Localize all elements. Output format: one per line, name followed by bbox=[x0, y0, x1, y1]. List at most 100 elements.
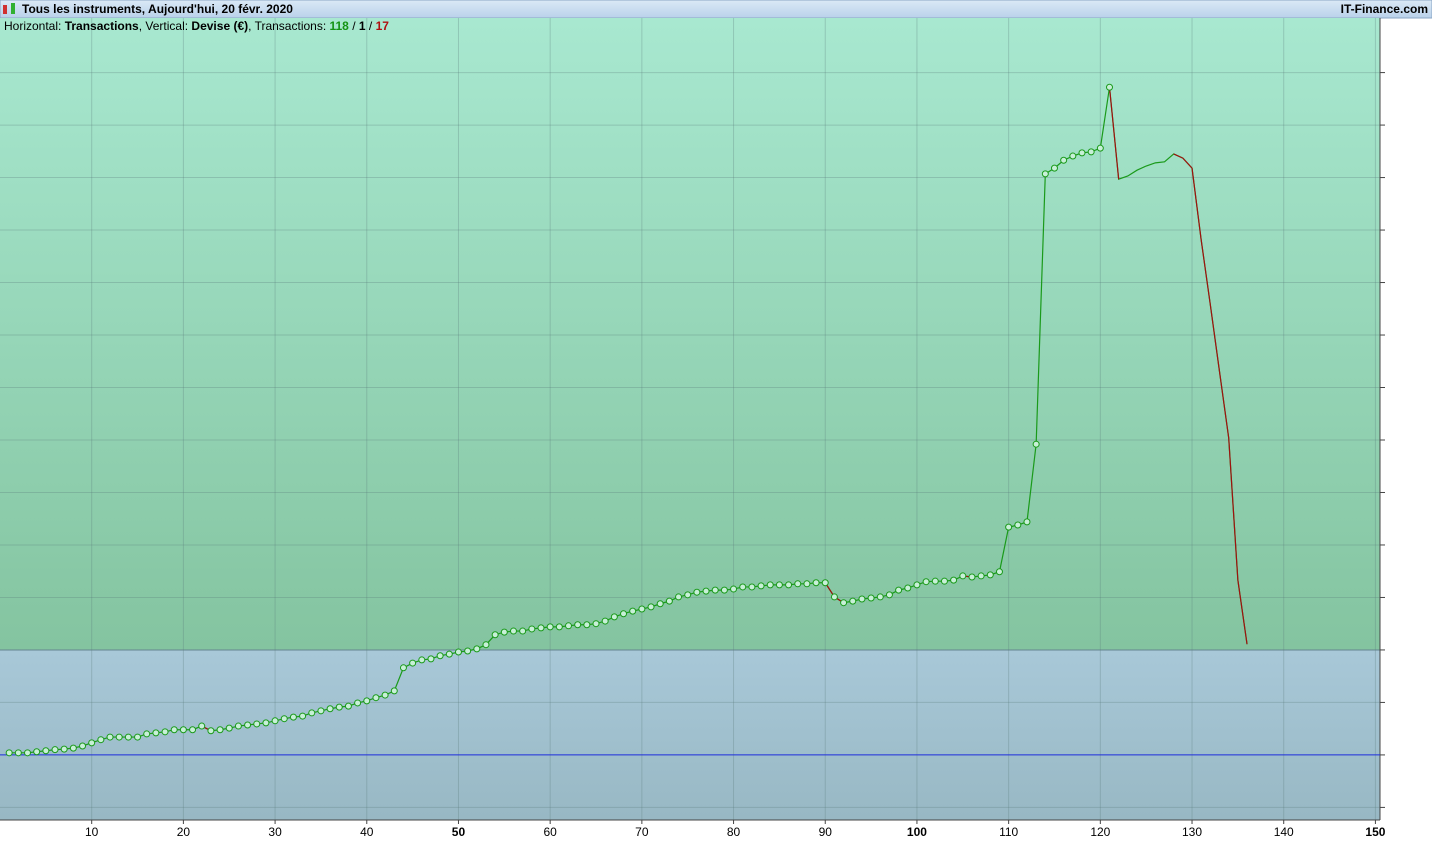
trade-marker bbox=[775, 581, 783, 589]
trade-marker bbox=[913, 581, 921, 589]
trade-marker bbox=[1087, 148, 1095, 156]
trade-marker bbox=[922, 578, 930, 586]
info-part: 118 bbox=[330, 19, 350, 33]
trade-marker bbox=[244, 721, 252, 729]
trade-marker bbox=[702, 587, 710, 595]
x-tick-label: 90 bbox=[819, 825, 833, 839]
info-part: 1 bbox=[359, 19, 366, 33]
down-segment bbox=[1218, 371, 1230, 438]
trade-marker bbox=[308, 709, 316, 717]
trade-marker bbox=[610, 613, 618, 621]
trade-marker bbox=[1050, 164, 1058, 172]
trade-marker bbox=[207, 727, 215, 735]
info-part: Transactions bbox=[65, 19, 139, 33]
trade-marker bbox=[500, 628, 508, 636]
trade-marker bbox=[583, 621, 591, 629]
trade-marker bbox=[1014, 521, 1022, 529]
x-tick-label: 30 bbox=[268, 825, 282, 839]
trade-marker bbox=[271, 717, 279, 725]
trade-marker bbox=[299, 712, 307, 720]
trade-marker bbox=[464, 647, 472, 655]
trade-marker bbox=[950, 576, 958, 584]
trade-marker bbox=[931, 577, 939, 585]
x-tick-label: 100 bbox=[907, 825, 927, 839]
trade-marker bbox=[656, 600, 664, 608]
trade-marker bbox=[629, 607, 637, 615]
trade-marker bbox=[528, 625, 536, 633]
info-part: Devise (€) bbox=[191, 19, 248, 33]
x-tick-label: 40 bbox=[360, 825, 374, 839]
trade-marker bbox=[1023, 518, 1031, 526]
trade-marker bbox=[592, 620, 600, 628]
trade-marker bbox=[79, 742, 87, 750]
trade-marker bbox=[115, 733, 123, 741]
trade-marker bbox=[482, 641, 490, 649]
trade-marker bbox=[179, 726, 187, 734]
trade-marker bbox=[5, 749, 13, 757]
trade-marker bbox=[785, 581, 793, 589]
trade-marker bbox=[124, 733, 132, 741]
trade-marker bbox=[574, 621, 582, 629]
trade-marker bbox=[280, 715, 288, 723]
trade-marker bbox=[1069, 152, 1077, 160]
x-tick-label: 10 bbox=[85, 825, 99, 839]
trade-marker bbox=[555, 623, 563, 631]
trade-marker bbox=[262, 719, 270, 727]
trade-marker bbox=[14, 749, 22, 757]
trade-marker bbox=[189, 726, 197, 734]
trade-marker bbox=[317, 707, 325, 715]
trade-marker bbox=[986, 571, 994, 579]
down-segment bbox=[1108, 87, 1120, 180]
trade-marker bbox=[519, 627, 527, 635]
trade-marker bbox=[693, 588, 701, 596]
down-segment bbox=[1191, 168, 1202, 241]
trade-marker bbox=[968, 573, 976, 581]
lower-zone bbox=[0, 649, 1380, 820]
trade-marker bbox=[1005, 523, 1013, 531]
trade-marker bbox=[812, 579, 820, 587]
trade-marker bbox=[354, 699, 362, 707]
trade-marker bbox=[748, 583, 756, 591]
x-tick-label: 80 bbox=[727, 825, 741, 839]
trade-marker bbox=[1060, 156, 1068, 164]
x-tick-label: 20 bbox=[177, 825, 191, 839]
trade-marker bbox=[326, 705, 334, 713]
trade-marker bbox=[904, 584, 912, 592]
trade-marker bbox=[42, 747, 50, 755]
trade-marker bbox=[766, 581, 774, 589]
x-tick-label: 120 bbox=[1090, 825, 1110, 839]
trade-marker bbox=[289, 713, 297, 721]
trade-marker bbox=[253, 720, 261, 728]
trade-marker bbox=[363, 697, 371, 705]
trade-marker bbox=[665, 597, 673, 605]
equity-line bbox=[9, 87, 1248, 754]
trade-marker bbox=[143, 730, 151, 738]
trade-marker bbox=[675, 593, 683, 601]
x-tick-label: 60 bbox=[543, 825, 557, 839]
trade-marker bbox=[509, 627, 517, 635]
trade-marker bbox=[885, 591, 893, 599]
trade-marker bbox=[427, 655, 435, 663]
trade-marker bbox=[51, 746, 59, 754]
trade-marker bbox=[372, 694, 380, 702]
trade-marker bbox=[409, 659, 417, 667]
trade-marker bbox=[858, 595, 866, 603]
upper-zone bbox=[0, 18, 1380, 650]
trade-marker bbox=[546, 623, 554, 631]
trade-marker bbox=[161, 728, 169, 736]
trade-marker bbox=[491, 631, 499, 639]
trade-marker bbox=[794, 580, 802, 588]
trade-marker bbox=[170, 726, 178, 734]
trade-marker bbox=[1106, 83, 1114, 91]
trade-marker bbox=[977, 572, 985, 580]
info-part: , Transactions: bbox=[248, 19, 329, 33]
trade-marker bbox=[390, 687, 398, 695]
trade-marker bbox=[620, 610, 628, 618]
trade-marker bbox=[344, 702, 352, 710]
trade-marker bbox=[684, 591, 692, 599]
trade-marker bbox=[418, 656, 426, 664]
trade-marker bbox=[803, 580, 811, 588]
info-part: Horizontal: bbox=[4, 19, 65, 33]
